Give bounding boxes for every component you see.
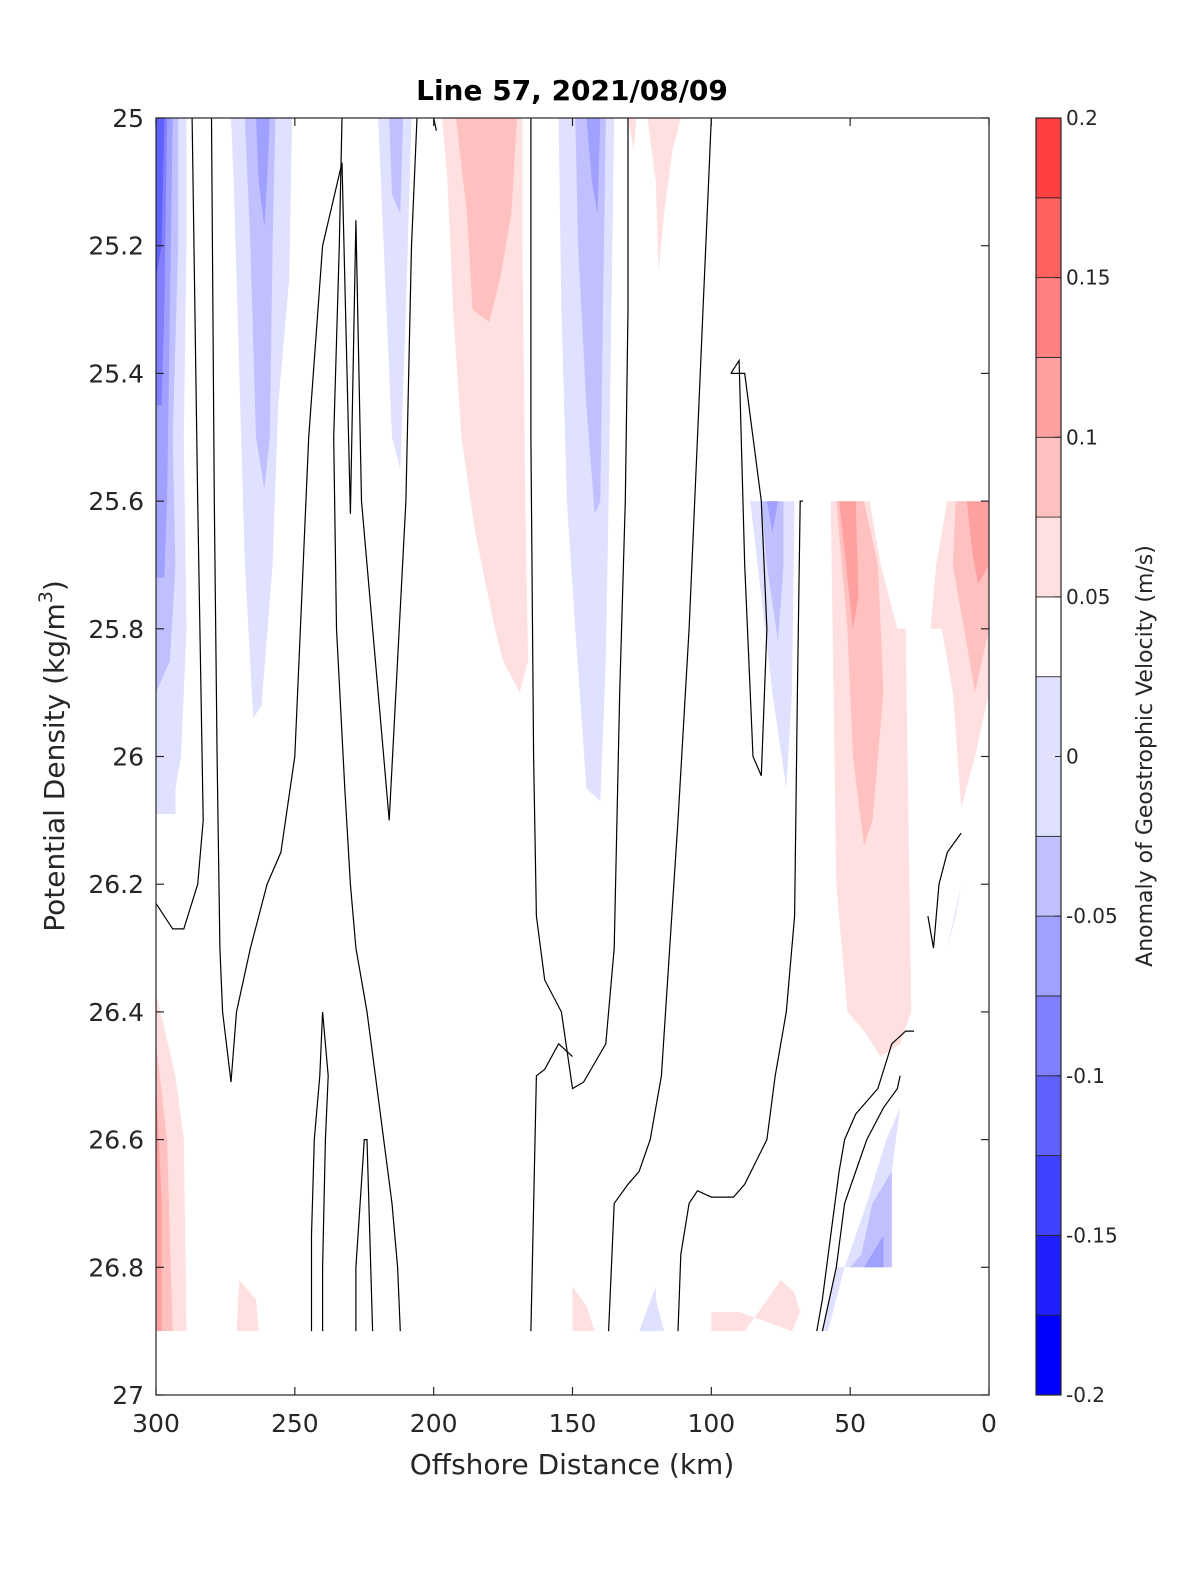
x-tick-label-1: 250 [271, 1409, 319, 1438]
y-axis-label-superscript: 3 [35, 591, 57, 603]
colorbar-block-14 [1035, 117, 1062, 199]
zero-contour-12 [927, 832, 962, 949]
zero-contour-8 [608, 117, 712, 1332]
masked-region-1 [156, 1331, 989, 1395]
y-tick-label-2: 25.4 [88, 359, 144, 388]
zero-contour-6 [530, 118, 629, 1090]
contour-region-29 [864, 1235, 884, 1268]
masked-region-0 [719, 118, 989, 502]
contour-region-22 [839, 501, 859, 629]
colorbar-block-12 [1035, 277, 1062, 358]
zero-contour-3 [355, 1138, 374, 1332]
y-tick-label-1: 25.2 [88, 232, 144, 261]
contour-region-15 [628, 118, 637, 150]
contour-region-35 [639, 1286, 665, 1332]
colorbar-block-4 [1035, 995, 1062, 1077]
contour-region-16 [647, 118, 681, 272]
zero-contour-13 [821, 1075, 901, 1332]
colorbar-tick-label-1: -0.15 [1066, 1223, 1118, 1247]
contour-region-8 [378, 118, 412, 470]
x-tick-label-0: 300 [132, 1409, 180, 1438]
colorbar-tick-label-0: -0.2 [1066, 1383, 1105, 1407]
contour-region-10 [442, 118, 529, 693]
colorbar-block-8 [1035, 596, 1062, 678]
y-axis-label-main: Potential Density (kg/m [38, 603, 71, 932]
y-tick-label-10: 27 [112, 1381, 144, 1410]
colorbar-tick-label-7: 0.15 [1066, 266, 1111, 290]
y-tick-label-3: 25.6 [88, 487, 144, 516]
contour-region-13 [575, 118, 606, 514]
colorbar-block-9 [1035, 516, 1062, 598]
y-axis: 25 25.2 25.4 25.6 25.8 26 26.2 26.4 26.6 26.8 27 [88, 104, 989, 1410]
colorbar-block-3 [1035, 1075, 1062, 1156]
colorbar-block-2 [1035, 1155, 1062, 1236]
colorbar-tick-label-5: 0.05 [1066, 585, 1111, 609]
x-axis: 300 250 200 150 100 50 0 [132, 118, 997, 1438]
contour-region-7 [256, 118, 270, 227]
colorbar-block-0 [1035, 1314, 1062, 1396]
contour-region-14 [586, 118, 601, 214]
colorbar-tick-label-3: -0.05 [1066, 904, 1118, 928]
colorbar-tick-label-2: -0.1 [1066, 1064, 1105, 1088]
contour-region-21 [836, 501, 884, 846]
contour-region-26 [947, 884, 962, 949]
zero-contour-lines [155, 117, 962, 1332]
x-axis-label: Offshore Distance (km) [410, 1448, 735, 1481]
zero-contour-7 [530, 1042, 573, 1332]
zero-contour-0 [155, 117, 204, 930]
colorbar-block-1 [1035, 1234, 1062, 1316]
contour-region-6 [244, 118, 276, 489]
colorbar-block-10 [1035, 436, 1062, 518]
zero-contour-11 [816, 1030, 914, 1332]
y-tick-label-6: 26.2 [88, 870, 144, 899]
x-tick-label-2: 200 [410, 1409, 458, 1438]
colorbar-block-6 [1035, 835, 1062, 917]
zero-contour-10 [730, 358, 768, 776]
y-tick-label-0: 25 [112, 104, 144, 133]
contour-region-36 [711, 1280, 801, 1332]
contour-region-11 [455, 118, 517, 323]
x-tick-label-6: 0 [981, 1409, 997, 1438]
y-tick-label-8: 26.6 [88, 1126, 144, 1155]
contour-region-34 [572, 1286, 595, 1332]
contour-region-33 [236, 1280, 259, 1332]
colorbar-tick-label-6: 0.1 [1066, 425, 1098, 449]
masked-regions [156, 118, 989, 1395]
x-tick-label-4: 100 [687, 1409, 735, 1438]
y-tick-label-5: 26 [112, 743, 144, 772]
zero-contour-9 [677, 500, 803, 1332]
colorbar-tick-label-8: 0.2 [1066, 106, 1098, 130]
colorbar-block-13 [1035, 197, 1062, 279]
zero-contour-1 [210, 117, 418, 1083]
x-tick-label-3: 150 [549, 1409, 597, 1438]
zero-contour-4 [333, 117, 401, 1332]
colorbar: -0.2 -0.15 -0.1 -0.05 0 0.05 0.1 0.15 0.2 Anomal… [1035, 106, 1158, 1407]
y-tick-label-4: 25.8 [88, 615, 144, 644]
y-tick-label-9: 26.8 [88, 1253, 144, 1282]
colorbar-label: Anomaly of Geostrophic Velocity (m/s) [1133, 545, 1158, 967]
colorbar-tick-label-4: 0 [1066, 745, 1079, 769]
colorbar-ticks: -0.2 -0.15 -0.1 -0.05 0 0.05 0.1 0.15 0.2 [1055, 106, 1118, 1407]
chart-title: Line 57, 2021/08/09 [416, 74, 728, 107]
contour-region-9 [389, 118, 404, 214]
colorbar-block-5 [1035, 915, 1062, 997]
contour-region-27 [822, 1107, 901, 1332]
y-axis-label-tail: ) [38, 580, 71, 591]
colorbar-block-11 [1035, 357, 1062, 438]
x-tick-label-5: 50 [834, 1409, 866, 1438]
zero-contour-2 [310, 1011, 329, 1332]
y-axis-label: Potential Density (kg/m3) [35, 580, 71, 932]
contour-region-25 [966, 501, 989, 585]
y-tick-label-7: 26.4 [88, 998, 144, 1027]
contour-region-4 [156, 118, 165, 278]
colorbar-blocks [1035, 117, 1062, 1396]
plot-area [155, 117, 990, 1396]
